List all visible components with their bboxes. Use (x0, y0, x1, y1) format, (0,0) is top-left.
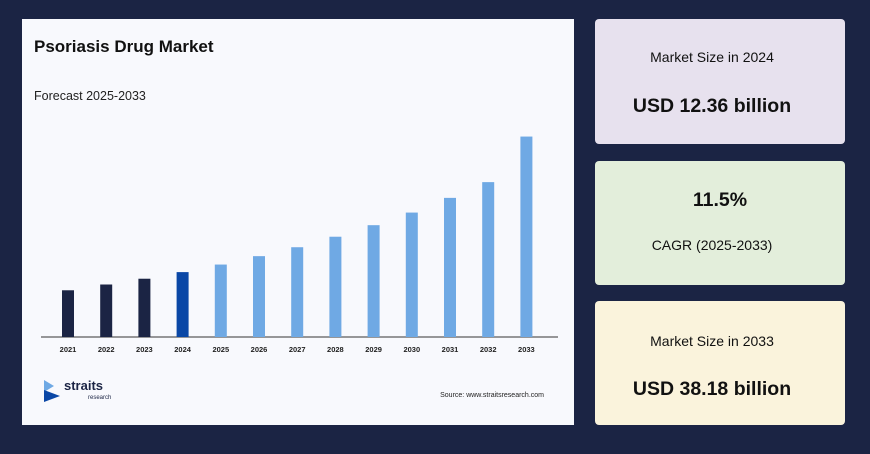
logo-subtext: research (88, 395, 112, 401)
bar-chart: 2021 2022 2023 2024 2025 2026 2027 2028 2029 2030… (41, 136, 558, 354)
logo-wordmark: straits (64, 378, 104, 393)
market-size-2033-label: Market Size in 2033 (650, 333, 774, 349)
bar-2021 (62, 290, 74, 337)
x-tick-label-2031: 2031 (442, 345, 459, 354)
x-tick-label-2028: 2028 (327, 345, 344, 354)
bar-2028 (329, 236, 342, 337)
bar-2032 (482, 182, 495, 337)
market-size-2033-value: USD 38.18 billion (632, 378, 792, 400)
x-tick-label-2026: 2026 (251, 345, 268, 354)
cagr-card: 11.5% CAGR (2025-2033) (595, 161, 845, 285)
bar-2024 (176, 272, 189, 337)
chart-title: Psoriasis Drug Market (34, 37, 214, 56)
bar-2022 (100, 284, 113, 337)
cagr-value: 11.5% (692, 189, 748, 211)
bar-2031 (444, 197, 456, 337)
source-note: Source: www.straitsresearch.com (440, 392, 544, 399)
bar-2027 (291, 247, 304, 337)
market-size-2024-card: Market Size in 2024 USD 12.36 billion (595, 19, 845, 144)
x-tick-label-2025: 2025 (212, 345, 229, 354)
bar-2029 (367, 225, 380, 337)
x-tick-label-2029: 2029 (365, 345, 382, 354)
x-tick-label-2030: 2030 (403, 345, 420, 354)
x-tick-label-2032: 2032 (480, 345, 497, 354)
x-tick-label-2033: 2033 (518, 345, 535, 354)
x-tick-label-2022: 2022 (98, 345, 115, 354)
cagr-label: CAGR (2025-2033) (651, 237, 773, 253)
bar-2025 (214, 264, 227, 337)
straits-logo: straits research (42, 378, 132, 408)
bar-2023 (138, 278, 151, 337)
market-size-2033-card: Market Size in 2033 USD 38.18 billion (595, 301, 845, 425)
bar-2030 (405, 212, 418, 337)
straits-logo-icon (44, 380, 60, 402)
market-size-2024-label: Market Size in 2024 (650, 49, 774, 65)
chart-panel: Psoriasis Drug Market Forecast 2025-2033… (22, 19, 574, 425)
bar-2026 (253, 256, 265, 337)
chart-subtitle: Forecast 2025-2033 (34, 89, 146, 103)
market-size-2024-value: USD 12.36 billion (632, 95, 792, 117)
x-tick-label-2027: 2027 (289, 345, 306, 354)
bar-2033 (520, 136, 533, 337)
x-tick-label-2023: 2023 (136, 345, 153, 354)
x-tick-label-2021: 2021 (60, 345, 77, 354)
x-tick-label-2024: 2024 (174, 345, 192, 354)
